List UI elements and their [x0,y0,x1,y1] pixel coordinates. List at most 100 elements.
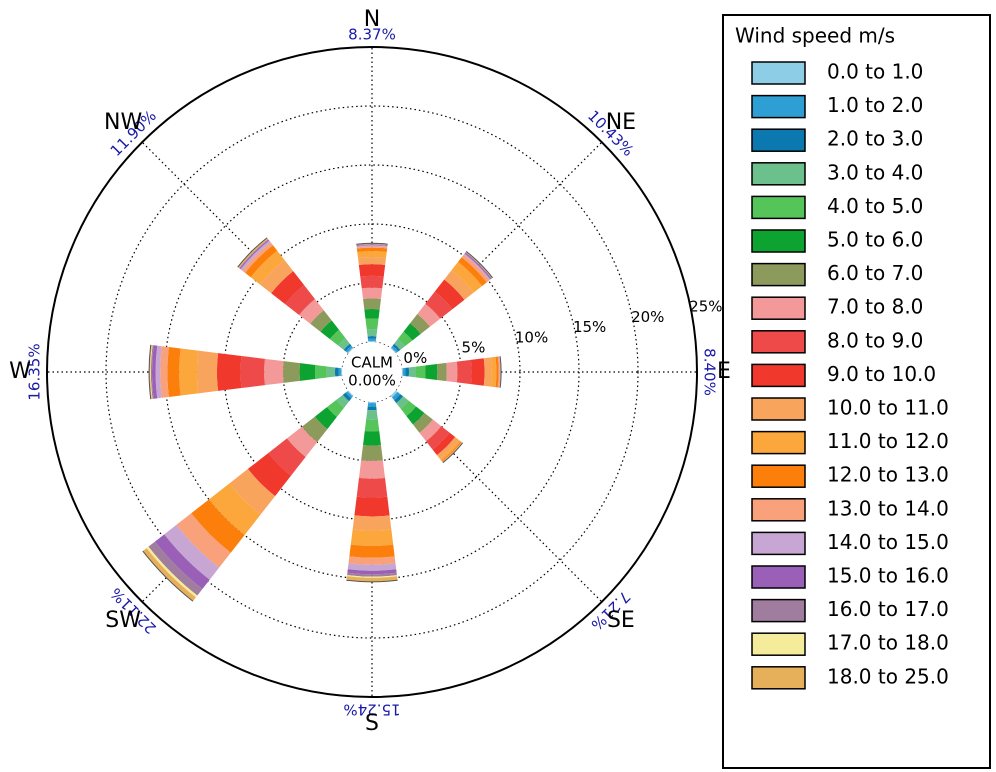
legend-label: 0.0 to 1.0 [827,60,923,84]
wedge-segment [354,496,390,517]
wedge-segment [245,245,278,278]
legend-label: 9.0 to 10.0 [827,362,936,386]
wedge-segment [268,438,306,476]
wedge-segment [396,396,409,409]
wedge-segment [336,394,350,408]
wedge-segment [397,331,413,347]
wedge-segment [196,350,219,394]
direction-label: S [365,711,379,736]
wedge-segment [229,468,276,515]
total-label: 15.24% [343,701,400,719]
legend-swatch [751,94,806,119]
wedge-segment [247,452,292,497]
wedge-segment [286,426,318,458]
legend-label: 18.0 to 25.0 [827,664,949,688]
legend-label: 15.0 to 16.0 [827,564,949,588]
wedge-segment [329,329,346,346]
total-label: 8.37% [348,26,396,44]
wedge-segment [442,442,463,463]
legend-swatch [751,296,806,320]
wedge-segment [285,285,316,316]
legend-label: 14.0 to 15.0 [827,530,949,554]
legend-swatch [751,598,806,623]
wedge-segment [176,513,231,568]
total-cap [465,250,494,279]
legend-swatch [751,330,806,354]
wedge-segment [405,367,410,377]
wedge-segment [326,366,336,378]
wedge-segment [425,291,453,319]
legend-label: 11.0 to 12.0 [827,429,949,453]
legend-label: 16.0 to 17.0 [827,597,949,621]
wedge-segment [216,353,242,391]
wedge-segment [363,431,381,446]
wedge-segment [363,298,381,310]
legend-label: 1.0 to 2.0 [827,93,923,117]
wedge-segment [394,339,405,350]
wedge-segment [464,252,492,280]
wedge-segment [347,569,397,575]
wedge-segment [301,416,328,443]
wedge-segment [314,365,327,379]
wedge-segment [345,391,353,399]
legend-label: 2.0 to 3.0 [827,127,923,151]
total-cap [237,237,268,268]
wedge-segment [343,343,352,352]
wedge-segment [150,344,153,400]
wedge-segment [334,367,339,377]
wedge-segment [495,356,499,388]
wedge-segment [368,340,376,343]
wedge-segment [408,366,417,378]
total-cap [346,579,398,583]
legend-swatch [751,666,806,690]
wedge-segment [358,460,386,479]
direction-label: NE [606,110,636,135]
wedge-segment [239,239,270,270]
legend-label: 13.0 to 14.0 [827,496,949,520]
wedge-segment [367,402,377,407]
wedge-segment [299,299,324,324]
wedge-segment [368,401,376,404]
wedge-segment [346,576,398,582]
wedge-segment [436,436,459,459]
wedge-segment [208,483,261,536]
legend-swatch [751,397,806,421]
wedge-segment [402,367,406,377]
wedge-segment [391,391,401,401]
wedge-segment [237,237,269,269]
r-tick-label: 15% [573,318,606,336]
wedge-segment [356,245,388,248]
wedge-segment [242,242,273,273]
total-label: 16.35% [26,343,44,400]
wedge-segment [400,400,417,417]
wedge-segment [367,338,377,342]
legend-swatch [751,430,806,455]
wedge-segment [367,336,377,339]
wedge-segment [441,441,462,462]
wedge-segment [483,357,492,387]
wedge-segment [350,529,394,546]
wedge-segment [142,548,196,602]
wedge-segment [442,442,463,463]
r-tick-label: 25% [689,298,722,316]
wedge-segment [461,254,490,283]
direction-label: NW [104,110,142,135]
wedge-segment [392,343,401,352]
wedge-segment [349,544,395,558]
legend-swatch [751,363,806,388]
legend-swatch [751,262,806,287]
wedge-segment [365,318,379,330]
wedge-segment [338,367,342,377]
legend-label: 5.0 to 6.0 [827,228,923,252]
wedge-segment [446,361,458,383]
wedge-segment [179,348,199,396]
wedge-segment [191,499,245,553]
wedge-segment [260,260,294,294]
wedge-segment [451,261,483,293]
wedge-segment [358,264,386,277]
wedge-segment [463,253,491,281]
legend-label: 7.0 to 8.0 [827,295,923,319]
wedge-segment [357,257,387,265]
legend-swatch [751,632,806,656]
